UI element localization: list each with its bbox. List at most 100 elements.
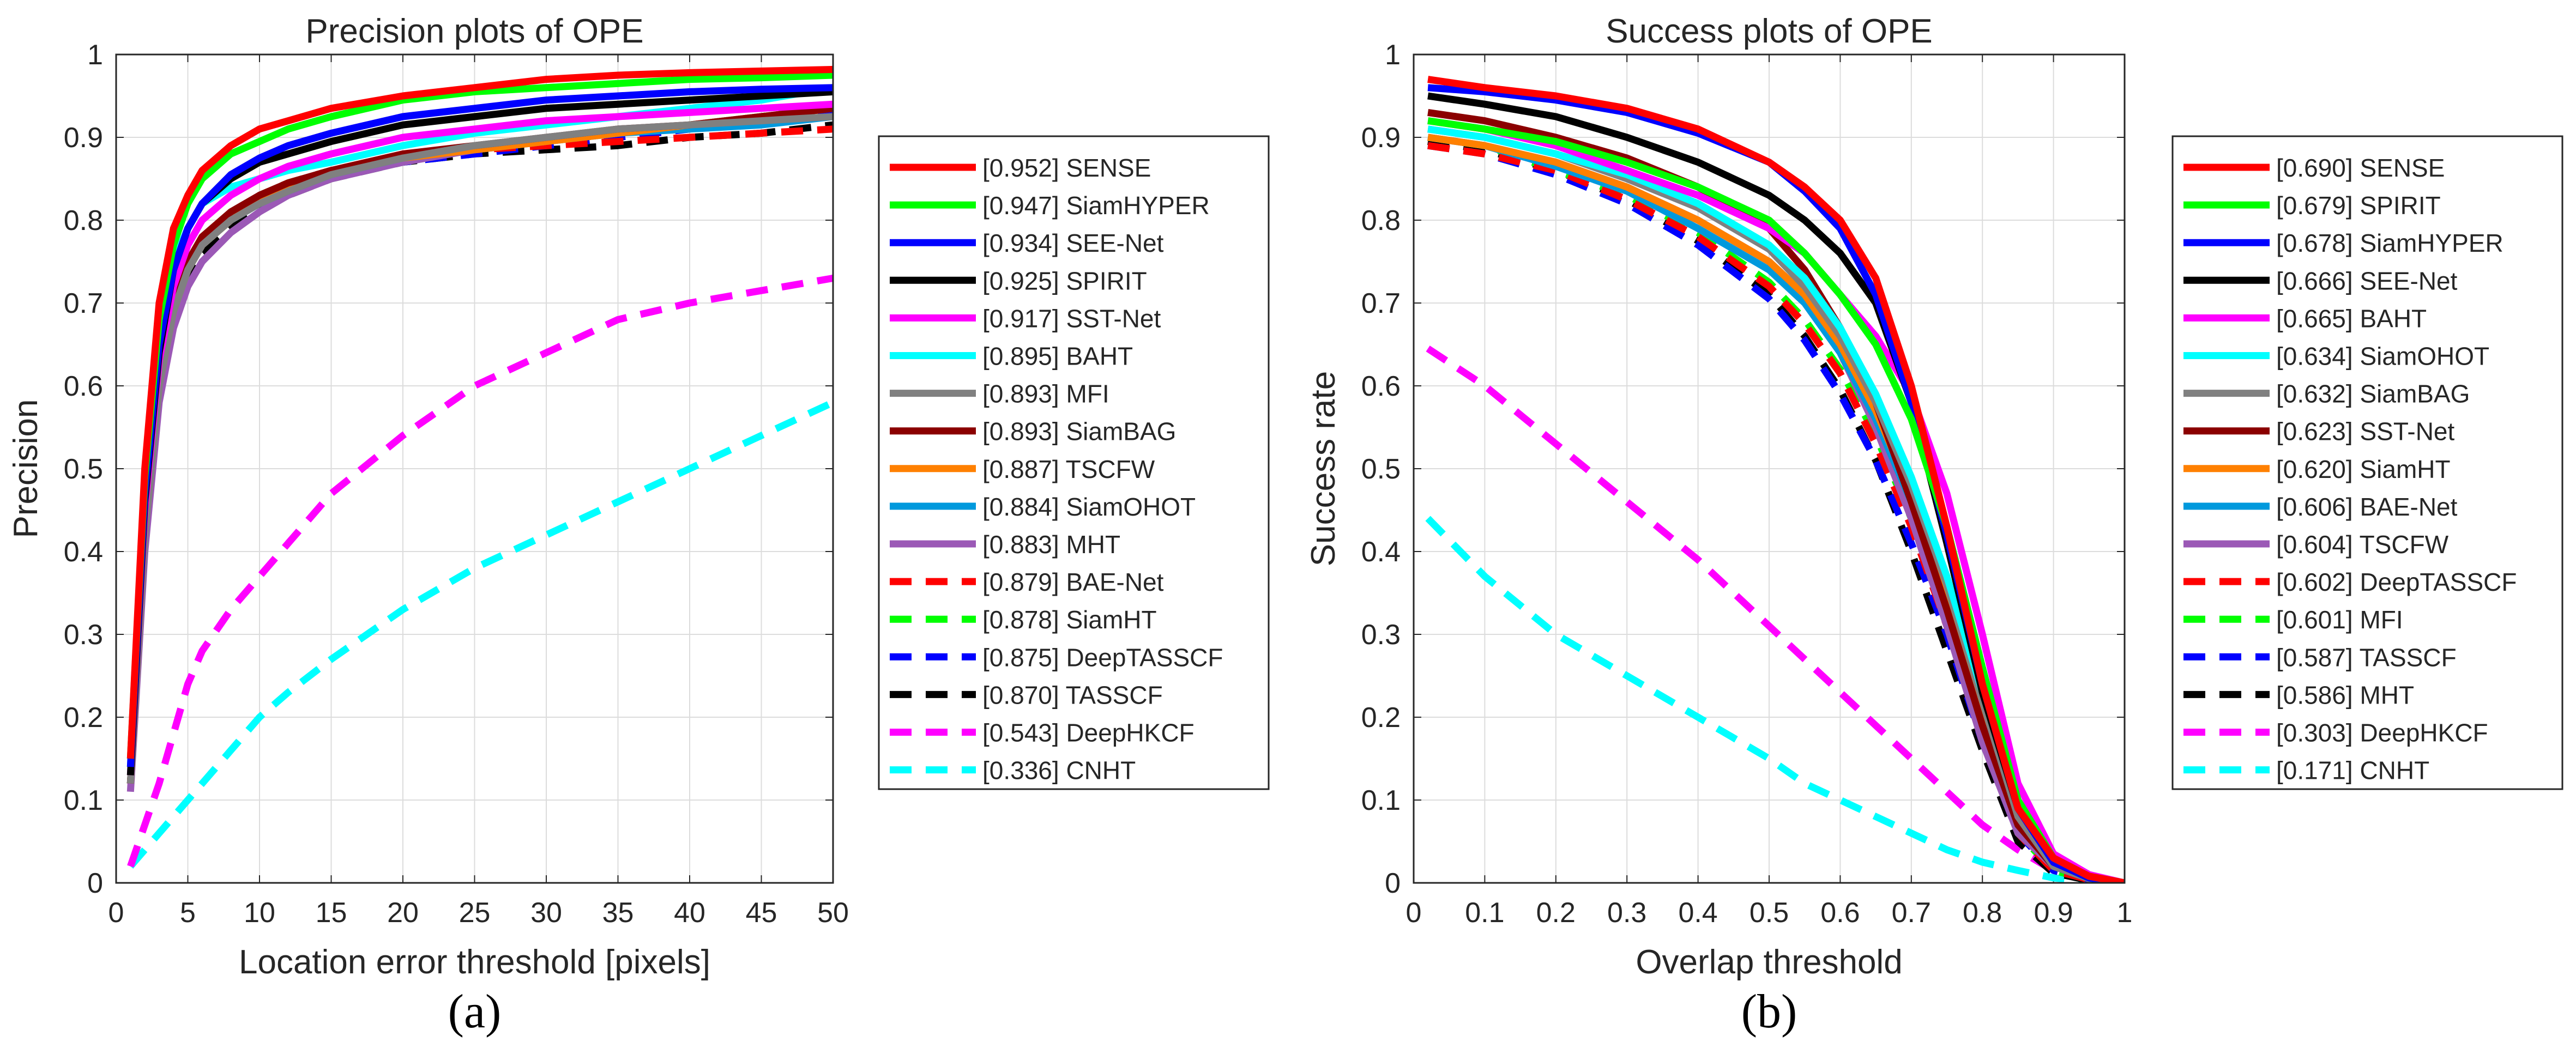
legend-entry-8: [0.887] TSCFW [982,455,1155,483]
axes-box [115,53,834,884]
y-tick-label: 0.6 [1361,371,1401,402]
x-axis-label: Location error threshold [pixels] [239,943,710,981]
x-tick-label: 0.8 [1963,897,2002,929]
series-line-16 [1425,516,2125,883]
chart-panel-precision: 0 5 10 15 20 25 30 35 40 45 50 0 0.1 0.2 0.3 0.4 0.5 0.6 0… [7,13,1270,1038]
legend-entry-9: [0.884] SiamOHOT [982,493,1196,521]
legend-entry-3: [0.925] SPIRIT [982,266,1147,295]
legend-entry-9: [0.606] BAE-Net [2276,493,2458,521]
x-tick-label: 0.6 [1820,897,1860,929]
series-group [126,65,833,869]
x-tick-label: 10 [244,897,275,929]
y-tick-label: 0.9 [64,122,103,154]
series-line-14 [1427,138,2125,883]
legend-entry-14: [0.870] TASSCF [982,681,1163,709]
y-axis-label: Precision [7,399,45,538]
legend-entry-0: [0.952] SENSE [982,154,1151,182]
legend-entry-4: [0.917] SST-Net [982,304,1161,332]
legend-entry-0: [0.690] SENSE [2276,154,2445,182]
legend-entry-12: [0.878] SiamHT [982,605,1157,634]
x-tick-label: 0.1 [1465,897,1504,929]
y-tick-label: 0.4 [64,536,103,568]
y-tick-label: 1 [1385,39,1401,71]
y-tick-label: 0.5 [1361,453,1401,485]
legend-entry-2: [0.678] SiamHYPER [2276,229,2503,257]
x-tick-label: 20 [387,897,419,929]
x-axis-label: Overlap threshold [1636,943,1902,981]
y-tick-label: 0.9 [1361,122,1401,154]
y-tick-label: 0.2 [1361,702,1401,734]
x-tick-label: 0.9 [2034,897,2073,929]
legend-entry-1: [0.947] SiamHYPER [982,191,1210,220]
legend: [0.952] SENSE [0.947] SiamHYPER [0.934] SE… [878,135,1270,790]
legend-entry-7: [0.893] SiamBAG [982,417,1176,446]
y-axis-label: Success rate [1305,371,1342,566]
series-line-0 [1427,76,2125,883]
x-tick-label: 30 [530,897,562,929]
y-tick-label: 0.5 [64,453,103,485]
legend-entry-6: [0.893] MFI [982,380,1109,408]
x-tick-label: 0.5 [1749,897,1789,929]
legend-entry-11: [0.602] DeepTASSCF [2276,568,2517,596]
legend-entry-10: [0.604] TSCFW [2276,530,2449,559]
x-tick-label: 0 [1406,897,1422,929]
x-tick-label: 0.4 [1678,897,1717,929]
legend-entry-2: [0.934] SEE-Net [982,229,1164,257]
series-line-16 [128,399,833,869]
x-tick-label: 0.3 [1607,897,1646,929]
y-tick-label: 0.4 [1361,536,1401,568]
x-tick-label: 50 [817,897,849,929]
series-line-6 [126,113,833,784]
legend-entry-4: [0.665] BAHT [2276,304,2427,332]
legend-entry-10: [0.883] MHT [982,530,1120,559]
legend-entry-6: [0.632] SiamBAG [2276,380,2470,408]
legend-entry-5: [0.895] BAHT [982,342,1133,371]
series-line-15 [127,274,833,868]
legend-entry-14: [0.586] MHT [2276,681,2414,709]
legend-entry-5: [0.634] SiamOHOT [2276,342,2489,371]
panel-caption: (b) [1741,985,1797,1038]
legend-entry-7: [0.623] SST-Net [2276,417,2454,446]
x-tick-label: 45 [746,897,777,929]
legend-entry-15: [0.303] DeepHKCF [2276,719,2488,747]
series-line-2 [126,84,833,767]
x-tick-label: 25 [459,897,491,929]
x-tick-label: 0.7 [1892,897,1931,929]
chart-title: Precision plots of OPE [305,13,643,50]
chart-panel-success: 0 0.1 0.2 0.3 0.4 0.5 0.6 0.7 0.8 0.9 1 0 0.1 0.2 0.3 0… [1305,13,2563,1038]
legend-entry-13: [0.875] DeepTASSCF [982,643,1223,671]
series-group [1425,76,2125,883]
x-tick-label: 5 [180,897,196,929]
panel-caption: (a) [448,985,502,1038]
series-line-0 [126,65,833,759]
x-tick-label: 40 [674,897,705,929]
y-tick-label: 0.8 [64,205,103,237]
y-tick-label: 0.2 [64,702,103,734]
y-tick-label: 0.3 [64,619,103,651]
y-tick-label: 0 [87,868,103,899]
y-tick-label: 0.8 [1361,205,1401,237]
legend-entry-16: [0.336] CNHT [982,756,1136,785]
legend-entry-15: [0.543] DeepHKCF [982,719,1195,747]
y-tick-label: 0.6 [64,371,103,402]
y-tick-label: 0.1 [1361,785,1401,816]
legend: [0.690] SENSE [0.679] SPIRIT [0.678] SiamH… [2171,135,2563,790]
x-tick-label: 15 [316,897,347,929]
y-tick-label: 0.1 [64,785,103,816]
legend-entry-1: [0.679] SPIRIT [2276,191,2441,220]
x-tick-label: 0.2 [1536,897,1576,929]
y-tick-label: 0.7 [1361,288,1401,319]
x-tick-label: 0 [108,897,124,929]
y-tick-label: 0.3 [1361,619,1401,651]
y-tick-label: 1 [87,39,103,71]
y-tick-label: 0.7 [64,288,103,319]
legend-entry-8: [0.620] SiamHT [2276,455,2451,483]
y-tick-label: 0 [1385,868,1401,899]
legend-entry-16: [0.171] CNHT [2276,756,2429,785]
legend-entry-13: [0.587] TASSCF [2276,643,2457,671]
x-tick-label: 1 [2117,897,2133,929]
x-tick-label: 35 [602,897,634,929]
chart-title: Success plots of OPE [1606,13,1933,50]
legend-entry-3: [0.666] SEE-Net [2276,266,2458,295]
